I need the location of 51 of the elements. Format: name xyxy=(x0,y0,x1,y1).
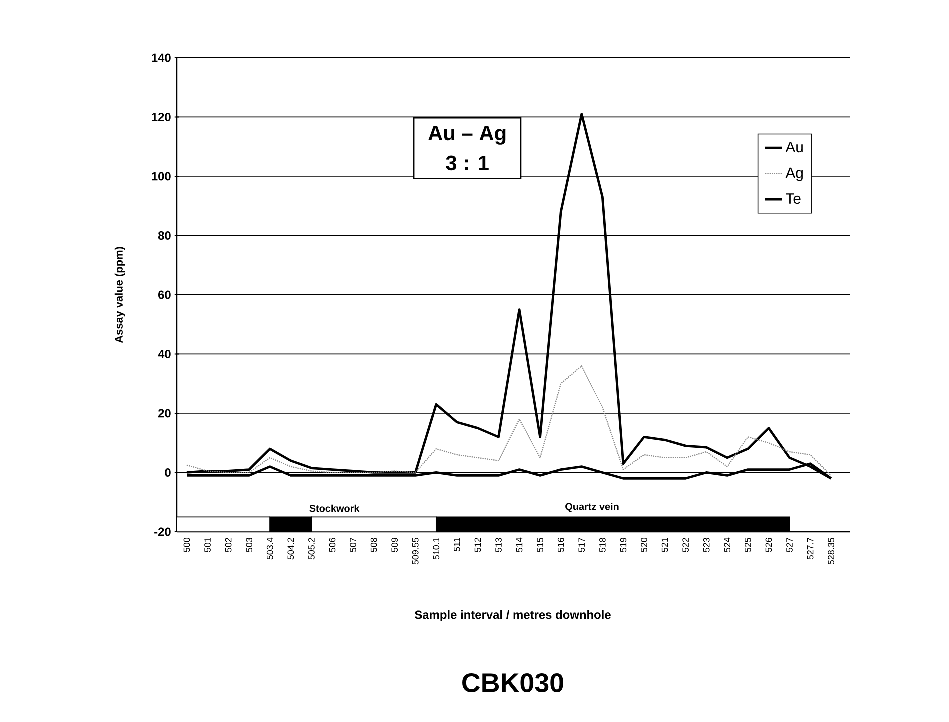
x-tick-label: 504.2 xyxy=(288,538,294,560)
annotation: 3 : 1 xyxy=(446,156,489,171)
x-tick-label: 508 xyxy=(370,538,378,552)
x-tick-label: 505.2 xyxy=(308,538,315,560)
y-tick-label: 80 xyxy=(158,232,171,240)
x-tick-label: 516 xyxy=(558,538,564,552)
x-tick-label: 527.7 xyxy=(807,538,814,560)
x-tick-label: 522 xyxy=(682,538,689,552)
x-tick-label: 509.55 xyxy=(412,538,419,565)
x-tick-label: 500 xyxy=(184,538,190,552)
x-tick-label: 514 xyxy=(516,538,523,552)
annotation: Au – Ag xyxy=(428,126,506,145)
x-tick-label: 503.4 xyxy=(266,538,274,560)
x-tick-label: 507 xyxy=(350,538,356,552)
y-tick-label: 60 xyxy=(158,290,171,300)
x-tick-label: 523 xyxy=(703,538,710,552)
x-tick-label: 527 xyxy=(786,538,793,552)
y-axis-title: Assay value (ppm) xyxy=(114,247,126,344)
x-tick-label: 521 xyxy=(662,538,668,552)
legend-label: Te xyxy=(786,194,801,204)
annotation: Stockwork xyxy=(310,504,360,512)
y-tick-label: 40 xyxy=(158,350,171,358)
x-tick-label: 510.1 xyxy=(433,538,440,560)
x-tick-label: 526 xyxy=(766,538,772,552)
x-tick-label: 520 xyxy=(641,538,648,552)
legend-label: Ag xyxy=(786,168,803,182)
text: CBK030 xyxy=(462,673,564,693)
y-tick-label: -20 xyxy=(154,528,171,536)
x-tick-label: 502 xyxy=(225,538,232,552)
x-tick-label: 506 xyxy=(329,538,336,552)
x-axis-title: Sample interval / metres downhole xyxy=(415,610,611,622)
x-tick-label: 512 xyxy=(474,538,482,552)
x-tick-label: 517 xyxy=(578,538,586,552)
x-tick-label: 525 xyxy=(744,538,752,552)
x-tick-label: 518 xyxy=(600,538,606,552)
x-tick-label: 528.35 xyxy=(828,538,834,565)
y-tick-label: 120 xyxy=(152,113,171,122)
y-tick-label: 100 xyxy=(152,172,171,181)
x-tick-label: 524 xyxy=(724,538,731,552)
x-tick-label: 513 xyxy=(496,538,502,552)
x-tick-label: 503 xyxy=(246,538,253,552)
annotation: Quartz vein xyxy=(566,502,619,512)
y-tick-label: 140 xyxy=(152,54,171,62)
x-tick-label: 515 xyxy=(537,538,544,552)
y-tick-label: 20 xyxy=(158,409,171,418)
y-tick-label: 0 xyxy=(165,468,171,477)
x-tick-label: 511 xyxy=(454,538,460,552)
x-tick-label: 519 xyxy=(620,538,627,552)
legend-label: Au xyxy=(786,142,803,153)
x-tick-label: 509 xyxy=(392,538,398,552)
x-tick-label: 501 xyxy=(204,538,211,552)
